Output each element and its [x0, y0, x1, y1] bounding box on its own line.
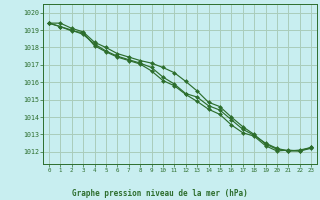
Text: Graphe pression niveau de la mer (hPa): Graphe pression niveau de la mer (hPa) — [72, 189, 248, 198]
